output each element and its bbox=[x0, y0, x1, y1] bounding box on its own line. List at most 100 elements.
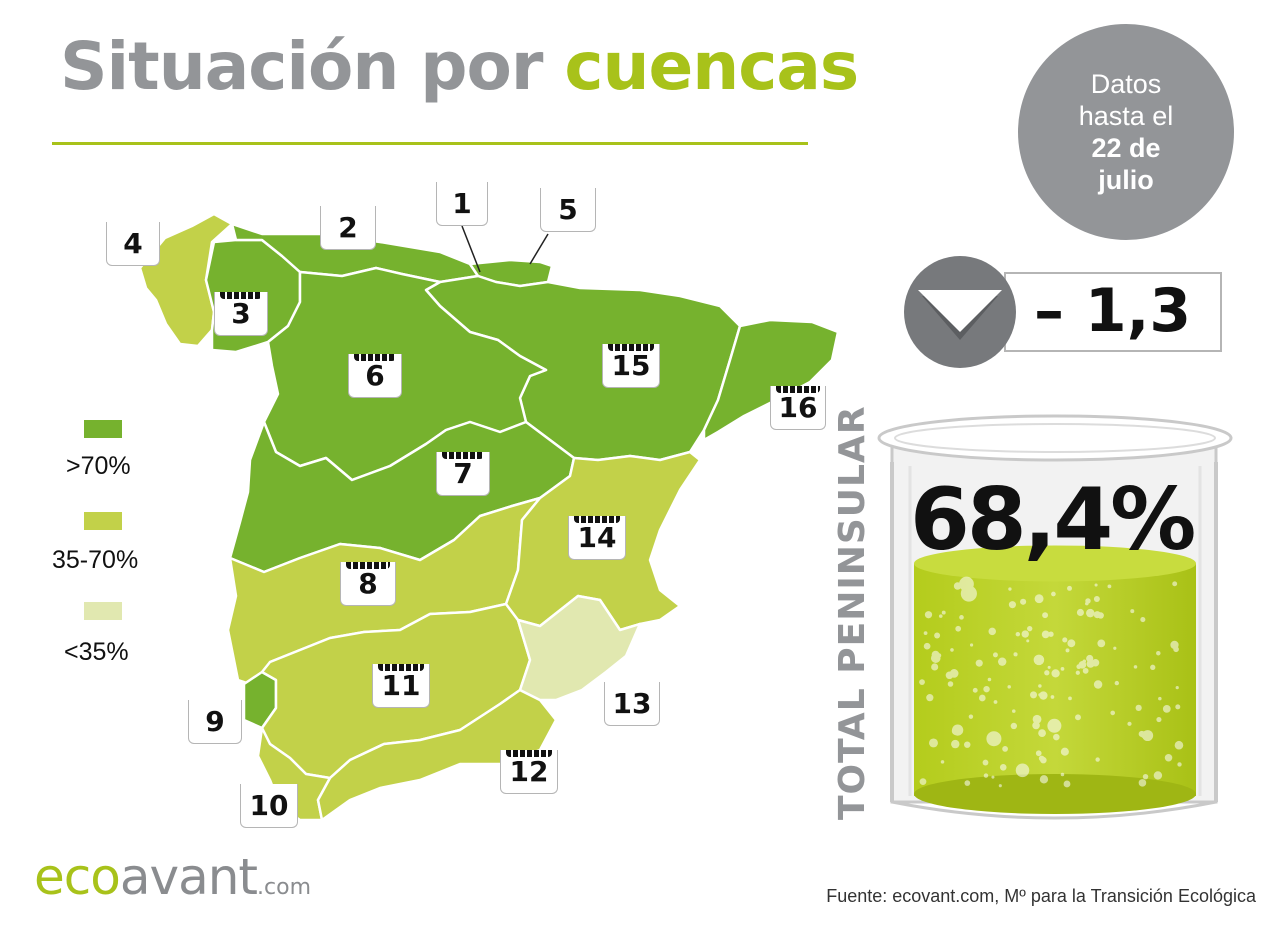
bubble bbox=[1053, 733, 1060, 741]
bubble bbox=[969, 643, 974, 647]
basin-label-2: 2 bbox=[320, 206, 376, 250]
variation-value: – 1,3 bbox=[1034, 276, 1192, 346]
bubble bbox=[1013, 652, 1018, 657]
bubble bbox=[1067, 585, 1072, 591]
basin-16-region bbox=[702, 318, 840, 442]
bubble bbox=[1062, 637, 1068, 643]
bubble bbox=[1135, 704, 1142, 711]
bubble bbox=[978, 694, 986, 702]
bubble bbox=[1142, 773, 1149, 780]
basin-label-9: 9 bbox=[188, 700, 242, 744]
bubble bbox=[1021, 630, 1029, 638]
bubble bbox=[941, 610, 946, 615]
bubble bbox=[1130, 609, 1135, 614]
bubble bbox=[999, 764, 1007, 771]
bubble bbox=[1097, 639, 1106, 648]
bubble bbox=[934, 632, 941, 639]
bubble bbox=[1162, 705, 1171, 713]
bubble bbox=[1082, 659, 1087, 664]
page-title: Situación por cuencas bbox=[60, 34, 859, 100]
bubble bbox=[968, 714, 974, 719]
bubble bbox=[955, 625, 962, 632]
bubble bbox=[919, 778, 927, 785]
bubble bbox=[983, 685, 990, 693]
basin-label-11: 11 bbox=[372, 664, 430, 708]
bubble bbox=[1044, 670, 1050, 676]
bubble bbox=[964, 741, 971, 748]
bubble bbox=[1138, 779, 1147, 787]
bubble bbox=[1067, 639, 1076, 648]
bubble bbox=[931, 663, 939, 671]
bubble bbox=[1047, 665, 1051, 669]
basin-label-7: 7 bbox=[436, 452, 490, 496]
bubble bbox=[1041, 630, 1050, 639]
bubble bbox=[1035, 750, 1042, 757]
bubble bbox=[1051, 669, 1060, 678]
bubble bbox=[993, 700, 998, 704]
bubble bbox=[1020, 598, 1027, 605]
bubble bbox=[1026, 639, 1030, 643]
bubble bbox=[1114, 680, 1120, 686]
basin-label-4: 4 bbox=[106, 222, 160, 266]
bubble bbox=[1010, 722, 1018, 730]
bubble bbox=[1140, 617, 1146, 623]
bubble bbox=[929, 738, 938, 748]
reservoir-jar bbox=[877, 414, 1233, 820]
bubble bbox=[1034, 594, 1044, 604]
basin-label-10: 10 bbox=[240, 784, 298, 828]
bubble bbox=[1175, 704, 1181, 710]
basin-label-3: 3 bbox=[214, 292, 268, 336]
bubble bbox=[1050, 695, 1055, 699]
bubble bbox=[1048, 631, 1054, 637]
bubble bbox=[938, 614, 943, 618]
bubble bbox=[1038, 729, 1046, 737]
bubble bbox=[1030, 691, 1038, 699]
bubble bbox=[1133, 665, 1138, 669]
bubble bbox=[1174, 740, 1184, 750]
bubble bbox=[924, 611, 933, 619]
bubble bbox=[1082, 667, 1089, 674]
down-triangle-icon bbox=[918, 290, 1002, 340]
title-underline bbox=[52, 142, 808, 145]
liquid-surface bbox=[914, 545, 1196, 582]
bubble bbox=[1107, 584, 1112, 589]
bubble bbox=[1015, 763, 1030, 778]
bubble bbox=[1086, 608, 1095, 618]
basin-label-16: 16 bbox=[770, 386, 826, 430]
bubble bbox=[988, 627, 996, 636]
title-part-2: cuencas bbox=[564, 28, 859, 105]
bubble bbox=[951, 739, 960, 749]
bubble bbox=[1093, 680, 1103, 689]
basin-label-8: 8 bbox=[340, 562, 396, 606]
bubble bbox=[1110, 710, 1116, 716]
basin-label-12: 12 bbox=[500, 750, 558, 794]
legend-label-low: <35% bbox=[64, 638, 129, 666]
basin-label-6: 6 bbox=[348, 354, 402, 398]
bubble bbox=[1060, 772, 1065, 777]
legend-swatch-low bbox=[84, 602, 122, 620]
bubble bbox=[950, 648, 954, 652]
bubble bbox=[931, 650, 940, 659]
bubble bbox=[1086, 659, 1095, 668]
ecoavant-logo: ecoavant.com bbox=[34, 848, 311, 906]
bubble bbox=[1033, 654, 1045, 666]
bubble bbox=[1032, 721, 1040, 730]
bubble bbox=[1027, 625, 1033, 632]
bubble bbox=[1076, 608, 1084, 617]
bubble bbox=[1002, 746, 1008, 752]
bubble bbox=[1008, 601, 1016, 609]
bubbles bbox=[919, 576, 1184, 788]
total-label: TOTAL PENINSULAR bbox=[832, 405, 873, 820]
bubble bbox=[1038, 755, 1045, 762]
bubble bbox=[1007, 685, 1011, 689]
bubble bbox=[1113, 646, 1117, 650]
bubble bbox=[1032, 714, 1042, 724]
bubble bbox=[1156, 650, 1161, 656]
date-line-1: Datos bbox=[1090, 69, 1162, 99]
legend-label-mid: 35-70% bbox=[52, 546, 139, 574]
bubble bbox=[1051, 591, 1056, 597]
bubble bbox=[987, 677, 992, 682]
bubble bbox=[1140, 731, 1148, 739]
bubble bbox=[1153, 771, 1163, 780]
bubble bbox=[1012, 709, 1016, 713]
